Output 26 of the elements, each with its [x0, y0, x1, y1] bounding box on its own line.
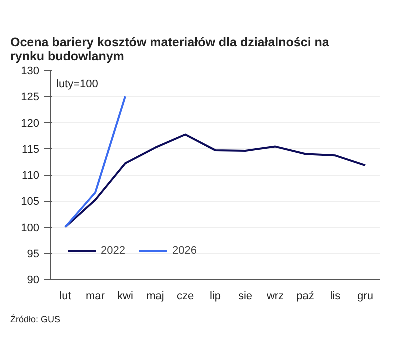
x-tick-label: cze	[176, 290, 194, 302]
legend-label: 2026	[172, 245, 197, 257]
x-tick-label: wrz	[266, 290, 284, 302]
y-tick-label: 110	[22, 170, 40, 182]
y-tick-label: 105	[21, 196, 40, 208]
x-tick-label: lis	[330, 290, 342, 302]
x-tick-label: lip	[210, 290, 222, 302]
y-tick-label: 90	[27, 274, 40, 286]
x-tick-label: lut	[60, 290, 72, 302]
y-tick-label: 120	[21, 118, 40, 130]
x-tick-label: sie	[238, 290, 253, 302]
x-tick-label: kwi	[118, 290, 134, 302]
annotation: luty=100	[56, 78, 98, 90]
line-series	[64, 134, 366, 228]
legend-label: 2022	[101, 245, 126, 257]
y-tick-label: 115	[22, 144, 40, 156]
y-tick-label: 100	[21, 222, 40, 234]
text: Źródło: GUS	[10, 314, 61, 324]
x-tick-label: paź	[296, 290, 314, 302]
x-tick-label: gru	[358, 290, 374, 302]
x-tick-label: mar	[86, 290, 106, 302]
y-tick-label: 95	[27, 248, 40, 260]
y-tick-label: 130	[21, 66, 40, 78]
y-tick-label: 125	[21, 92, 40, 104]
x-tick-label: maj	[146, 290, 164, 302]
chart-title: Ocena bariery kosztów materiałów dla działalności na rynku budowlanym	[10, 36, 330, 64]
